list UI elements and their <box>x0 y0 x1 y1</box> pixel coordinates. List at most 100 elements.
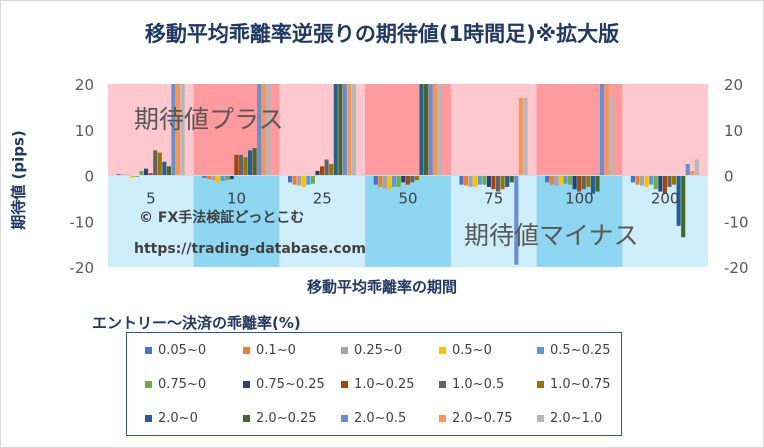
x-axis-label: 移動平均乖離率の期間 <box>306 278 457 296</box>
bar <box>477 175 482 185</box>
bar <box>630 175 635 183</box>
bar <box>690 170 695 176</box>
bar <box>229 175 234 180</box>
bar <box>347 84 352 176</box>
annotation-minus: 期待値マイナス <box>464 221 639 250</box>
bar <box>640 175 645 186</box>
legend-item: 1.0~0.75 <box>537 377 611 392</box>
bar <box>342 84 347 176</box>
bar <box>676 175 681 226</box>
bar <box>148 173 153 176</box>
bar <box>694 159 699 176</box>
legend-swatch <box>341 347 348 354</box>
legend-swatch <box>439 381 446 388</box>
legend-label: 0.25~0 <box>354 343 403 358</box>
legend-item: 2.0~0.5 <box>341 411 406 426</box>
bar <box>378 175 383 187</box>
negative-band-dark <box>193 175 280 267</box>
y-tick-label-left: 20 <box>75 76 94 94</box>
legend-swatch <box>243 381 250 388</box>
legend-label: 0.75~0 <box>158 377 207 392</box>
y-tick-label-left: 0 <box>84 168 94 186</box>
bar <box>473 175 478 187</box>
bar <box>387 175 392 190</box>
legend-label: 1.0~0.5 <box>452 377 505 392</box>
bar <box>320 166 325 176</box>
bar <box>518 97 523 176</box>
legend-item: 2.0~0.75 <box>439 411 513 426</box>
bar <box>468 175 473 187</box>
legend-item: 1.0~0.5 <box>439 377 504 392</box>
annotation-url: https://trading-database.com <box>134 241 366 257</box>
bar <box>577 175 582 192</box>
legend-label: 2.0~0.5 <box>354 411 407 426</box>
legend-swatch <box>439 415 446 422</box>
bar <box>225 175 230 181</box>
bar <box>297 175 302 186</box>
bar <box>333 84 338 176</box>
y-tick-label-left: -10 <box>70 213 95 231</box>
bar <box>352 84 357 176</box>
negative-band-dark <box>365 175 451 267</box>
bar <box>523 97 528 176</box>
bar <box>410 175 415 183</box>
bar <box>667 175 672 187</box>
legend-label: 2.0~0 <box>158 411 198 426</box>
bar <box>206 175 211 180</box>
annotation-copyright: © FX手法検証どっとこむ <box>139 209 304 226</box>
bar <box>144 168 149 176</box>
bar <box>153 150 158 176</box>
legend-item: 0.1~0 <box>243 343 296 358</box>
legend-item: 2.0~0 <box>145 411 198 426</box>
legend-swatch <box>145 347 152 354</box>
legend-item: 0.5~0.25 <box>537 343 611 358</box>
bar <box>116 174 121 176</box>
bar <box>162 161 167 176</box>
x-tick-label: 200 <box>651 190 680 208</box>
legend-swatch <box>341 415 348 422</box>
bar <box>180 84 185 176</box>
y-tick-label-right: 10 <box>724 122 743 140</box>
legend-swatch <box>537 381 544 388</box>
bar <box>329 164 334 176</box>
bar <box>554 175 559 186</box>
bar <box>635 175 640 185</box>
legend-item: 2.0~0.25 <box>243 411 317 426</box>
bar <box>685 164 690 176</box>
bar <box>545 175 550 183</box>
bar <box>424 84 429 176</box>
bar <box>464 175 469 186</box>
bar <box>590 175 595 194</box>
bar <box>176 84 181 176</box>
bar <box>509 175 514 183</box>
legend-item: 2.0~1.0 <box>537 411 602 426</box>
bar <box>338 84 343 176</box>
bar <box>514 175 519 265</box>
bar <box>419 84 424 176</box>
y-tick-label-right: 0 <box>724 168 734 186</box>
bar <box>248 150 253 176</box>
y-tick-label-left: -20 <box>70 259 95 277</box>
legend-item: 1.0~0.25 <box>341 377 415 392</box>
bar <box>572 175 577 190</box>
bar <box>568 175 573 185</box>
bar <box>310 175 315 184</box>
y-tick-label-right: -20 <box>724 259 749 277</box>
bar <box>234 154 239 176</box>
legend-label: 0.05~0 <box>158 343 207 358</box>
legend-swatch <box>243 347 250 354</box>
bar <box>486 175 491 187</box>
bar <box>261 84 266 176</box>
bar <box>292 175 297 185</box>
bar <box>482 175 487 185</box>
bar <box>681 175 686 238</box>
legend-label: 1.0~0.25 <box>354 377 415 392</box>
legend-swatch <box>341 381 348 388</box>
bar <box>392 175 397 187</box>
bar <box>558 175 563 185</box>
chart-title: 移動平均乖離率逆張りの期待値(1時間足)※拡大版 <box>144 22 620 46</box>
bar <box>644 175 649 187</box>
y-tick-label-left: 10 <box>75 122 94 140</box>
legend-item: 0.75~0 <box>145 377 206 392</box>
legend-swatch <box>537 347 544 354</box>
